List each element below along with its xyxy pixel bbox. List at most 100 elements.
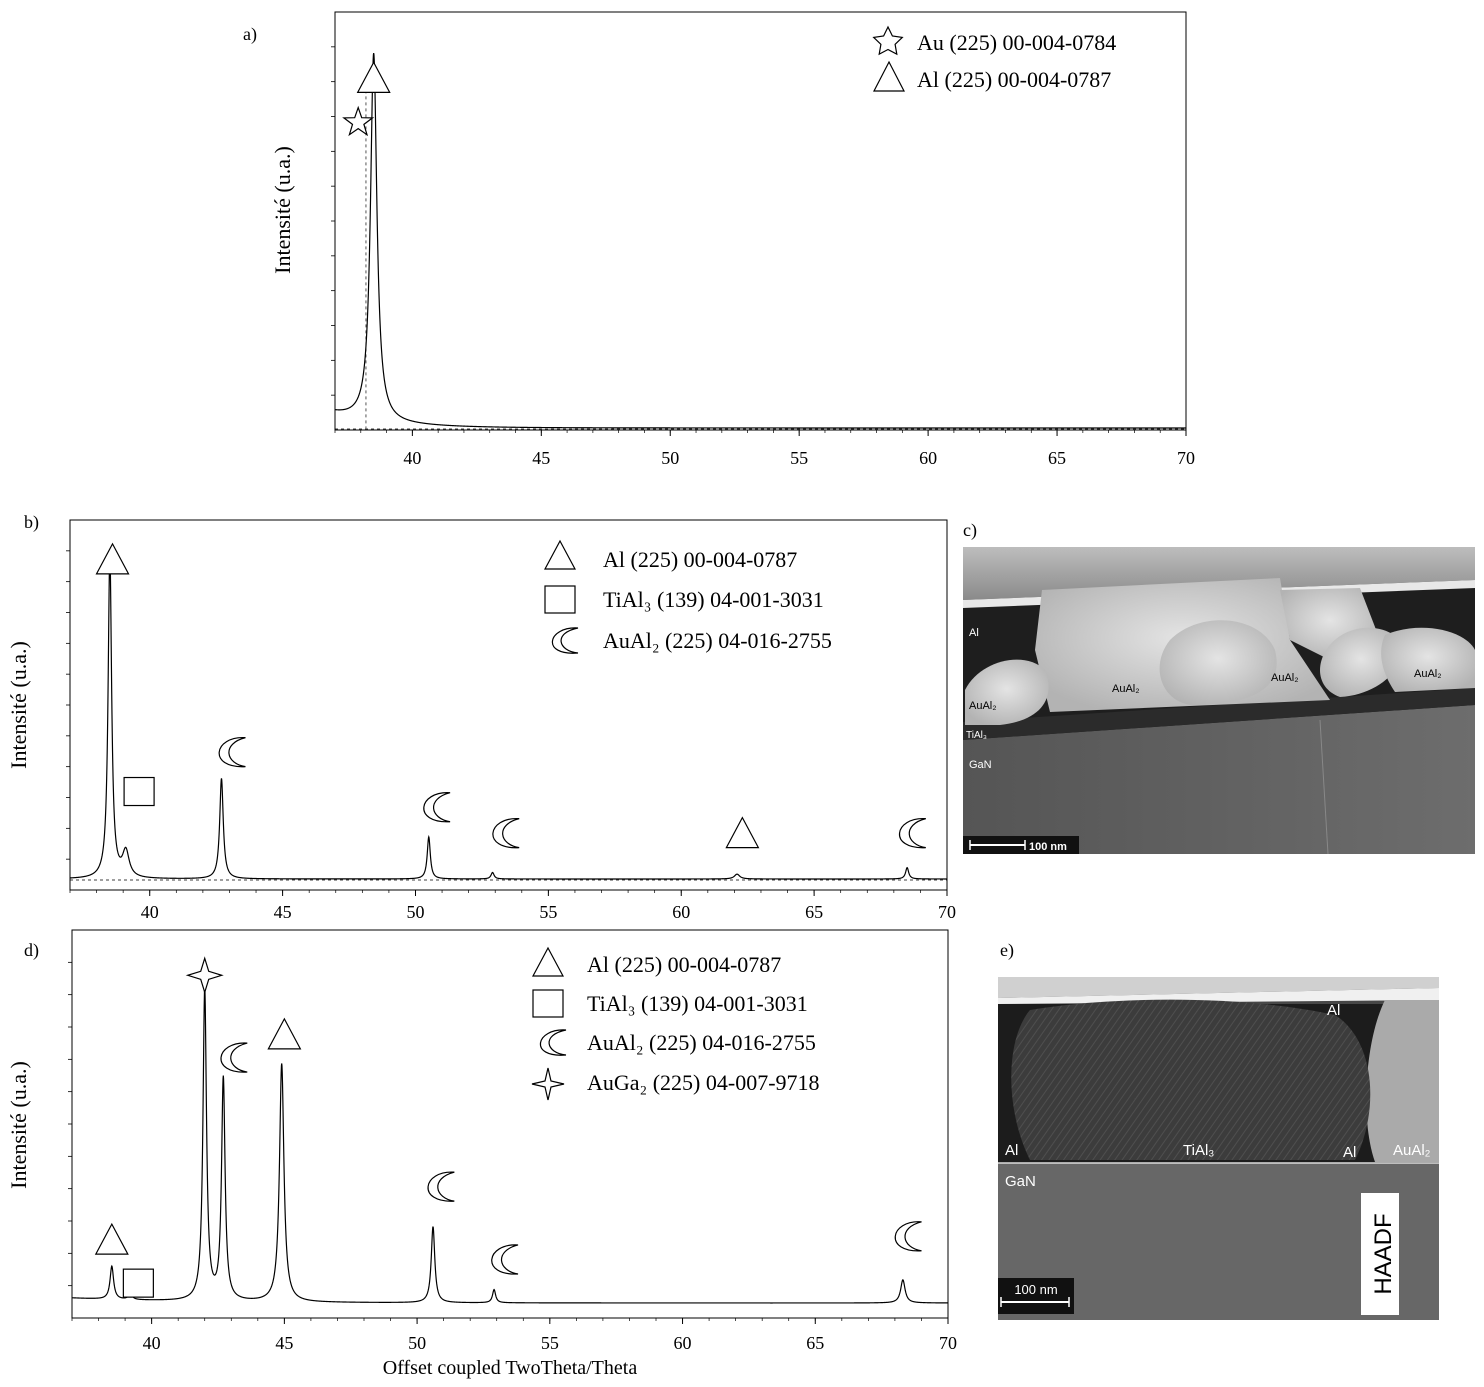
micrograph-c-dislocation bbox=[1319, 719, 1329, 855]
micrograph-c-grain bbox=[1381, 627, 1475, 692]
micrograph-c-label-gan: GaN bbox=[969, 759, 992, 771]
chart-b-frame bbox=[69, 519, 948, 891]
micrograph-e-label-tial3: TiAl₃ bbox=[1183, 1142, 1214, 1159]
x-tick-label: 50 bbox=[408, 1333, 426, 1353]
chart-d-xlabel: Offset coupled TwoTheta/Theta bbox=[383, 1357, 638, 1379]
micrograph-c-grain bbox=[1320, 627, 1402, 697]
micrograph-e-detector-label: HAADF bbox=[1370, 1213, 1397, 1294]
micrograph-c-tial3-layer bbox=[963, 688, 1475, 740]
peak-marker-star4-icon bbox=[185, 956, 224, 995]
panel-label-c: c) bbox=[963, 520, 977, 540]
chart-b-legend-tial3: TiAl₃ (139) 04-001-3031 bbox=[603, 587, 824, 612]
panel-label-e: e) bbox=[1000, 940, 1014, 960]
chart-b-legend: Al (225) 00-004-0787 TiAl₃ (139) 04-001-… bbox=[543, 539, 832, 654]
x-tick-label: 65 bbox=[805, 902, 823, 922]
peak-marker-triangle-icon bbox=[267, 1017, 302, 1050]
micrograph-c-label-aual2-3: AuAl₂ bbox=[1414, 668, 1442, 680]
peak-marker-triangle-icon bbox=[94, 1222, 129, 1255]
chart-d-legend-al: Al (225) 00-004-0787 bbox=[587, 952, 781, 977]
chart-a-legend: Au (225) 00-004-0784 Al (225) 00-004-078… bbox=[872, 25, 1116, 92]
x-tick-label: 45 bbox=[275, 1333, 293, 1353]
peak-marker-triangle-icon bbox=[725, 816, 760, 849]
x-tick-label: 70 bbox=[938, 902, 956, 922]
x-tick-label: 45 bbox=[274, 902, 292, 922]
x-tick-label: 60 bbox=[672, 902, 690, 922]
x-tick-label: 55 bbox=[539, 902, 557, 922]
peak-marker-star-icon bbox=[342, 105, 375, 137]
micrograph-c-grain bbox=[965, 659, 1049, 725]
x-tick-label: 55 bbox=[790, 448, 808, 468]
x-tick-label: 40 bbox=[143, 1333, 161, 1353]
micrograph-e-scalebar-text: 100 nm bbox=[1014, 1282, 1057, 1297]
legend-star4-icon bbox=[531, 1067, 565, 1101]
panel-label-d: d) bbox=[24, 940, 39, 960]
micrograph-e-surface-line bbox=[998, 988, 1439, 1004]
legend-triangle-icon bbox=[531, 946, 565, 977]
x-tick-label: 60 bbox=[919, 448, 937, 468]
chart-d-legend-aual2: AuAl₂ (225) 04-016-2755 bbox=[587, 1030, 816, 1055]
micrograph-c-label-aual2-left: AuAl₂ bbox=[969, 700, 997, 712]
micrograph-e-label-al-mid: Al bbox=[1343, 1144, 1356, 1161]
micrograph-e-detector-box bbox=[1361, 1193, 1399, 1315]
chart-a-ylabel: Intensité (u.a.) bbox=[270, 146, 295, 274]
peak-marker-crescent-icon bbox=[898, 818, 926, 849]
micrograph-c-capping-layer bbox=[963, 547, 1475, 600]
micrograph-c: Al AuAl₂ TiAl₃ GaN AuAl₂ AuAl₂ AuAl₂ 100… bbox=[963, 547, 1475, 855]
legend-crescent-icon bbox=[539, 1029, 567, 1056]
micrograph-e-tial3-grain bbox=[1011, 999, 1371, 1160]
panel-label-b: b) bbox=[24, 512, 39, 532]
legend-square-icon bbox=[532, 989, 564, 1018]
legend-square-icon bbox=[544, 585, 576, 614]
peak-marker-crescent-icon bbox=[492, 818, 520, 849]
chart-a-legend-al: Al (225) 00-004-0787 bbox=[917, 67, 1111, 92]
x-tick-label: 40 bbox=[403, 448, 421, 468]
peak-marker-crescent-icon bbox=[427, 1171, 455, 1202]
xrd-trace bbox=[71, 987, 948, 1304]
micrograph-e-label-gan: GaN bbox=[1005, 1173, 1036, 1190]
micrograph-e-label-aual2: AuAl₂ bbox=[1393, 1142, 1431, 1159]
x-tick-label: 70 bbox=[939, 1333, 957, 1353]
micrograph-c-grain bbox=[1159, 620, 1277, 705]
chart-d-ylabel: Intensité (u.a.) bbox=[6, 1061, 31, 1189]
peak-marker-crescent-icon bbox=[491, 1244, 519, 1275]
peak-marker-crescent-icon bbox=[894, 1221, 922, 1252]
xrd-trace bbox=[69, 553, 947, 880]
legend-triangle-icon bbox=[543, 539, 577, 570]
peak-marker-triangle-icon bbox=[356, 61, 391, 94]
legend-crescent-icon bbox=[551, 627, 579, 654]
chart-d: 40 45 50 55 60 65 70 Intensité (u.a.) Offset c… bbox=[6, 929, 957, 1379]
micrograph-c-scalebar-text: 100 nm bbox=[1029, 841, 1067, 853]
legend-star-icon bbox=[872, 25, 904, 56]
x-tick-label: 65 bbox=[806, 1333, 824, 1353]
x-tick-label: 40 bbox=[141, 902, 159, 922]
micrograph-c-label-aual2-1: AuAl₂ bbox=[1112, 683, 1140, 695]
x-tick-label: 45 bbox=[532, 448, 550, 468]
legend-triangle-icon bbox=[873, 60, 905, 92]
peak-marker-square-icon bbox=[123, 776, 155, 807]
chart-b: 40 45 50 55 60 65 70 Intensité (u.a.) Al (225)… bbox=[6, 519, 956, 922]
peak-marker-square-icon bbox=[122, 1268, 154, 1298]
chart-d-legend-auga2: AuGa₂ (225) 04-007-9718 bbox=[587, 1070, 820, 1095]
chart-d-legend-tial3: TiAl₃ (139) 04-001-3031 bbox=[587, 991, 808, 1016]
chart-b-legend-aual2: AuAl₂ (225) 04-016-2755 bbox=[603, 628, 832, 653]
micrograph-e-label-al-left: Al bbox=[1005, 1142, 1018, 1159]
micrograph-c-label-al: Al bbox=[969, 627, 979, 639]
x-tick-label: 65 bbox=[1048, 448, 1066, 468]
x-tick-label: 70 bbox=[1177, 448, 1195, 468]
peak-marker-crescent-icon bbox=[218, 737, 246, 768]
micrograph-e-scalebar-box bbox=[998, 1278, 1074, 1314]
chart-b-ylabel: Intensité (u.a.) bbox=[6, 641, 31, 769]
peak-marker-crescent-icon bbox=[220, 1042, 248, 1073]
micrograph-e: Al Al TiAl₃ Al AuAl₂ GaN 100 nm HAADF bbox=[998, 977, 1439, 1320]
chart-d-legend: Al (225) 00-004-0787 TiAl₃ (139) 04-001-… bbox=[531, 946, 820, 1101]
chart-b-legend-al: Al (225) 00-004-0787 bbox=[603, 547, 797, 572]
peak-marker-crescent-icon bbox=[423, 792, 451, 823]
peak-marker-triangle-icon bbox=[95, 542, 130, 575]
micrograph-e-aual2-grain bbox=[1366, 1000, 1439, 1162]
micrograph-c-gan-substrate bbox=[963, 705, 1475, 854]
chart-a: 40 45 50 55 60 65 70 Intensité (u.a.) Au (225)… bbox=[270, 11, 1195, 468]
micrograph-c-label-tial3: TiAl₃ bbox=[966, 730, 987, 741]
chart-a-legend-au: Au (225) 00-004-0784 bbox=[917, 30, 1116, 55]
micrograph-e-label-al-top: Al bbox=[1327, 1002, 1340, 1019]
